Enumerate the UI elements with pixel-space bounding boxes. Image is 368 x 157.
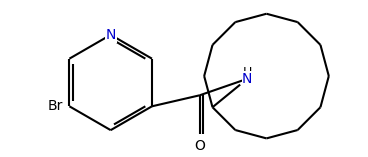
- Text: Br: Br: [47, 99, 63, 113]
- Text: N: N: [242, 72, 252, 86]
- Text: H: H: [243, 66, 252, 79]
- Text: N: N: [106, 28, 116, 42]
- Text: O: O: [194, 139, 205, 153]
